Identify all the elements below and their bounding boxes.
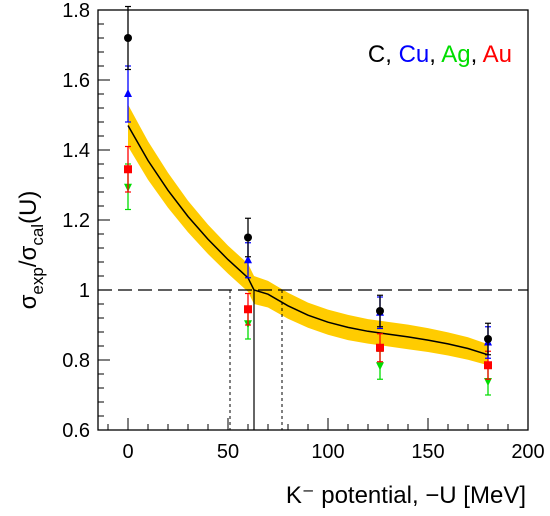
fit-band [128, 104, 488, 366]
data-point [244, 255, 252, 264]
y-tick-label: 1.2 [62, 210, 90, 232]
legend-entry: , [429, 41, 441, 68]
svg-text:σexp/σcal(U): σexp/σcal(U) [15, 191, 47, 310]
x-tick-label: 150 [411, 441, 444, 463]
data-point [376, 343, 384, 352]
y-axis-title-prefix: σ [15, 294, 42, 309]
y-tick-label: 1.8 [62, 0, 90, 22]
legend-entry: , [471, 41, 483, 68]
y-axis-title: σexp/σcal(U) [15, 191, 47, 310]
data-point [484, 335, 492, 343]
data-point [124, 89, 132, 97]
legend-entry: Cu [399, 41, 430, 68]
legend: C, Cu, Ag, Au [368, 41, 512, 68]
data-point [484, 378, 492, 386]
plot-area: 0 50 100 150 200 0.6 0.8 1 1.2 1.4 1.6 1.8 [62, 0, 545, 463]
fit-curve [127, 125, 489, 356]
y-axis-title-sub2: cal [28, 224, 47, 246]
y-tick-label: 1.6 [62, 70, 90, 92]
x-tick-label: 200 [511, 441, 544, 463]
x-tick-label: 100 [311, 441, 344, 463]
x-axis-title: K⁻ potential, −U [MeV] [286, 482, 526, 509]
y-axis-title-slash: /σ [15, 245, 42, 267]
data-point [244, 233, 252, 242]
series-c [124, 5, 492, 356]
y-tick-label: 1.4 [62, 140, 90, 162]
data-point [376, 362, 384, 371]
data-point [124, 165, 132, 174]
legend-entry: , [385, 41, 398, 68]
data-point [484, 361, 492, 370]
y-tick-label: 0.6 [62, 420, 90, 442]
y-tick-label: 0.8 [62, 350, 90, 372]
data-point [124, 34, 132, 42]
legend-entry: Au [483, 41, 512, 68]
y-axis-title-sub1: exp [28, 267, 47, 294]
data-point [244, 305, 252, 314]
y-axis-title-suffix: (U) [15, 191, 42, 224]
y-tick-label: 1 [79, 280, 90, 302]
data-point [376, 307, 384, 315]
x-tick-label: 0 [122, 441, 133, 463]
legend-entry: C [368, 41, 385, 68]
plot-frame [97, 9, 529, 431]
x-tick-label: 50 [217, 441, 239, 463]
legend-entry: Ag [441, 41, 470, 68]
